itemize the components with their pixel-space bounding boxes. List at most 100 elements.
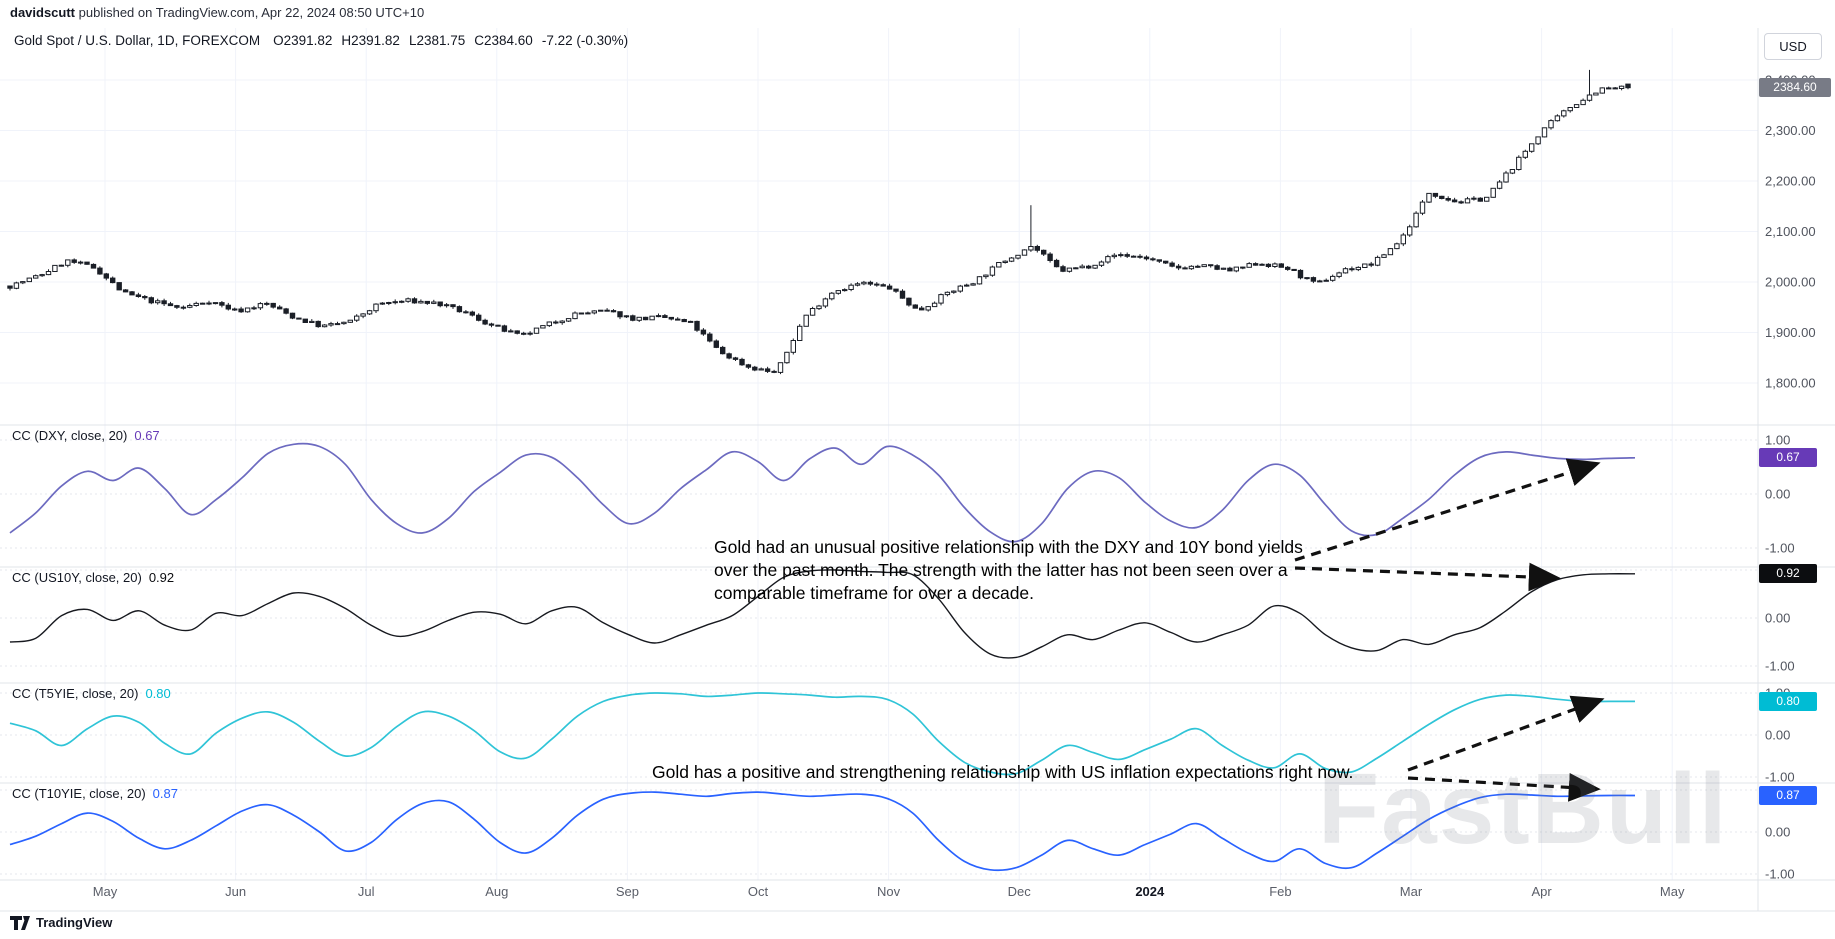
candle-body [1503,172,1509,183]
candle-body [842,289,848,292]
time-axis-label[interactable]: Aug [485,884,508,899]
annotation-arrow [1407,773,1601,802]
indicator-label-t10yie[interactable]: CC (T10YIE, close, 20) 0.87 [12,786,178,801]
symbol-title[interactable]: Gold Spot / U.S. Dollar, 1D, FOREXCOM [14,33,261,48]
candle-body [174,305,180,308]
candle-body [829,292,835,300]
candle-body [944,291,951,296]
candle-body [598,309,604,312]
candle-body [1265,263,1272,267]
tradingview-brand-text[interactable]: TradingView [36,915,113,930]
candle-body [1240,266,1246,269]
price-change: -7.22 (-0.30%) [541,33,629,48]
candle-body [964,284,970,287]
candle-body [758,368,764,371]
time-axis-label[interactable]: Nov [877,884,901,899]
time-axis-label[interactable]: Jun [225,884,246,899]
time-axis-label[interactable]: Jul [358,884,375,899]
candle-body [476,314,482,321]
candle-body [1252,263,1259,266]
candle-body [899,290,906,299]
time-axis-label[interactable]: May [1660,884,1685,899]
candle-body [1272,263,1278,267]
candle-body [1227,267,1233,272]
candle-body [206,302,212,305]
candle-body [1291,268,1297,271]
time-axis-label[interactable]: Apr [1531,884,1552,899]
candle-body [296,317,302,320]
candle-body [1034,246,1040,251]
time-axis-label[interactable]: Oct [748,884,769,899]
candle-body [1625,83,1631,89]
candle-body [77,261,84,264]
time-axis-label[interactable]: Dec [1008,884,1032,899]
candle-body [129,291,135,296]
time-axis-label[interactable]: Feb [1269,884,1291,899]
candle-body [1484,196,1490,202]
candle-body [122,289,129,293]
candle-body [752,366,758,371]
time-axis-label[interactable]: 2024 [1135,884,1165,899]
candle-body [1220,267,1227,270]
candle-body [1490,187,1496,198]
price-tick-label: 2,300.00 [1765,123,1816,138]
candle-body [1047,253,1053,262]
indicator-tick-label: 0.00 [1765,728,1790,743]
time-axis-label[interactable]: May [93,884,118,899]
tradingview-logo-icon[interactable] [10,915,30,930]
candle-body [135,294,142,297]
candle-body [687,320,694,323]
indicator-name: CC (DXY, close, 20) [12,428,128,443]
time-axis-label[interactable]: Mar [1400,884,1423,899]
time-axis-label[interactable]: Sep [616,884,639,899]
candle-body [1567,107,1573,112]
candle-body [771,370,777,373]
indicator-label-us10y[interactable]: CC (US10Y, close, 20) 0.92 [12,570,174,585]
ohlc-open: O2391.82 [273,33,333,48]
candle-body [1374,256,1381,266]
candle-body [1214,265,1220,270]
candle-body [1573,104,1580,108]
indicator-label-dxy[interactable]: CC (DXY, close, 20) 0.67 [12,428,160,443]
candle-body [1124,254,1130,257]
indicator-label-t5yie[interactable]: CC (T5YIE, close, 20) 0.80 [12,686,171,701]
symbol-legend: Gold Spot / U.S. Dollar, 1D, FOREXCOM O23… [14,33,628,48]
candle-body [1278,263,1284,268]
candle-body [957,285,963,292]
candle-body [694,320,700,331]
candle-body [739,358,745,366]
candle-body [482,319,488,325]
candle-body [1233,266,1239,272]
indicator-tick-label: 0.00 [1765,611,1790,626]
candle-body [720,346,726,355]
candle-body [1021,249,1028,256]
indicator-name: CC (T5YIE, close, 20) [12,686,139,701]
publisher-username[interactable]: davidscutt [10,5,76,20]
candle-body [84,261,90,265]
annotation-arrow [1407,695,1605,772]
candle-body [912,304,918,309]
candle-body [983,274,989,278]
candle-body [809,308,816,316]
candle-body [527,332,533,335]
candle-body [392,301,398,304]
candle-body [238,308,244,313]
price-tick-label: 2,100.00 [1765,224,1816,239]
candle-body [155,300,161,304]
currency-button[interactable]: USD [1764,33,1822,60]
candle-body [1407,226,1413,236]
candle-body [424,300,431,304]
candle-body [219,302,225,306]
candle-body [559,320,565,324]
candle-body [662,315,668,319]
price-tick-label: 2,000.00 [1765,275,1816,290]
candle-body [970,283,976,286]
candle-body [790,340,796,353]
candle-body [469,311,476,316]
candle-body [90,263,97,269]
candle-body [1208,264,1214,267]
candle-body [65,259,71,266]
candle-body [1400,234,1406,245]
